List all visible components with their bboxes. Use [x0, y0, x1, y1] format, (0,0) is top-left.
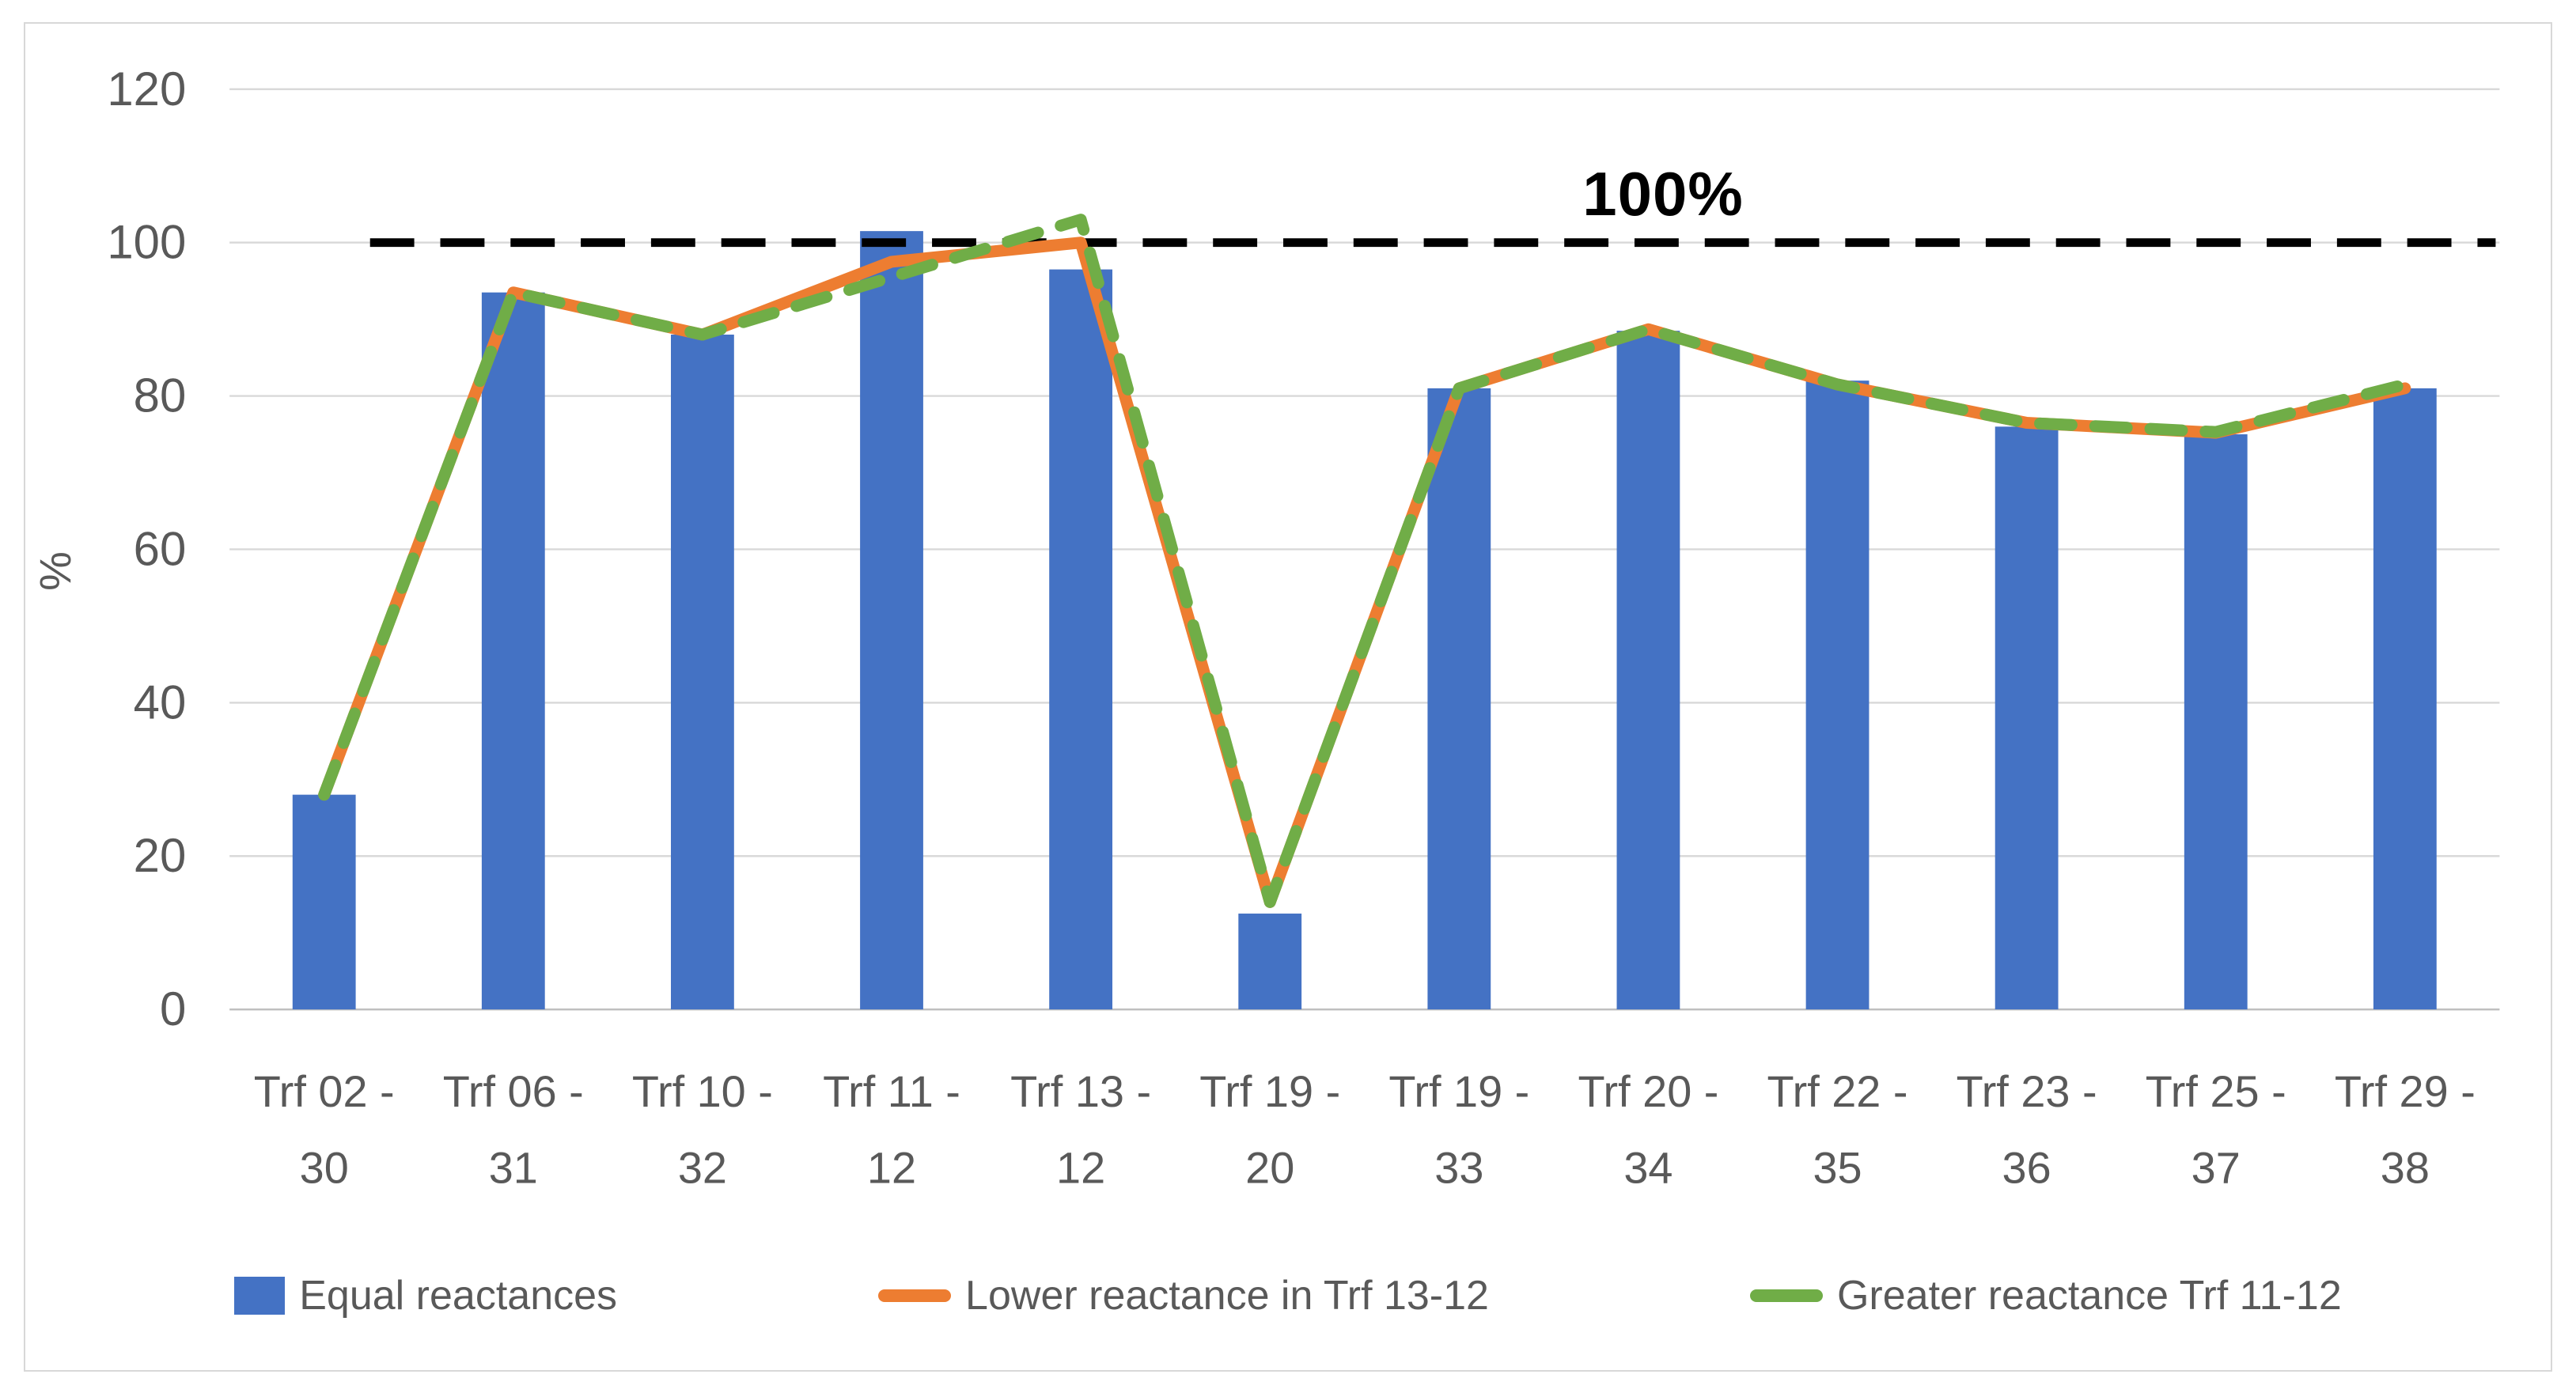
x-tick-label: Trf 25 -37	[2146, 1066, 2286, 1193]
bar-Trf25-37	[2184, 434, 2248, 1010]
bar-Trf02-30	[292, 794, 356, 1010]
bar-Trf22-35	[1805, 380, 1869, 1010]
x-tick-label: Trf 20 -34	[1578, 1066, 1718, 1193]
legend-item-greater-reactance: Greater reactance Trf 11-12	[1749, 1272, 2342, 1319]
x-tick-label: Trf 29 -38	[2335, 1066, 2476, 1193]
y-axis-title: %	[30, 551, 80, 591]
y-tick-label: 100	[107, 216, 186, 269]
bar-Trf11-12	[860, 231, 923, 1010]
combo-chart-plot: 0 20 40 60 80 100 120 Trf 02 -30 Trf 06 -31 Trf 1…	[107, 62, 2500, 1193]
legend-swatch-line-icon	[878, 1289, 952, 1302]
y-tick-label: 60	[134, 522, 187, 575]
bar-Trf19-33	[1427, 388, 1491, 1010]
chart-frame: 0 20 40 60 80 100 120 Trf 02 -30 Trf 06 -31 Trf 1…	[24, 22, 2552, 1372]
bar-Trf29-38	[2373, 388, 2437, 1010]
legend-label: Lower reactance in Trf 13-12	[965, 1273, 1489, 1319]
reference-line-label: 100%	[1582, 159, 1744, 229]
legend-label: Equal reactances	[299, 1273, 618, 1319]
x-tick-label: Trf 22 -35	[1767, 1066, 1908, 1193]
x-tick-label: Trf 11 -12	[823, 1066, 960, 1193]
y-tick-label: 40	[134, 676, 187, 729]
legend: Equal reactances Lower reactance in Trf …	[25, 1272, 2551, 1319]
x-tick-label: Trf 06 -31	[443, 1066, 584, 1193]
x-tick-label: Trf 02 -30	[254, 1066, 395, 1193]
bar-Trf10-32	[670, 335, 734, 1010]
legend-swatch-line-icon	[1749, 1289, 1823, 1302]
x-tick-label: Trf 23 -36	[1957, 1066, 2097, 1193]
x-tick-label: Trf 19 -20	[1199, 1066, 1340, 1193]
bar-Trf06-31	[481, 292, 545, 1010]
y-tick-label: 0	[160, 982, 186, 1035]
x-tick-label: Trf 10 -32	[632, 1066, 773, 1193]
bar-Trf20-34	[1616, 331, 1680, 1010]
legend-item-equal-reactances: Equal reactances	[234, 1272, 617, 1319]
x-tick-label: Trf 13 -12	[1010, 1066, 1151, 1193]
legend-item-lower-reactance: Lower reactance in Trf 13-12	[878, 1272, 1489, 1319]
line-series-orange-solid	[318, 237, 2411, 908]
x-tick-label: Trf 19 -33	[1388, 1066, 1529, 1193]
bar-Trf23-36	[1995, 426, 2059, 1010]
legend-label: Greater reactance Trf 11-12	[1836, 1273, 2342, 1319]
line-series-green-dashed	[318, 214, 2411, 908]
y-tick-label: 20	[134, 829, 187, 882]
y-tick-label: 120	[107, 62, 186, 115]
legend-swatch-bar-icon	[234, 1277, 286, 1315]
bar-Trf19-20	[1238, 913, 1302, 1010]
y-tick-label: 80	[134, 369, 187, 422]
bar-Trf13-12	[1049, 269, 1113, 1010]
